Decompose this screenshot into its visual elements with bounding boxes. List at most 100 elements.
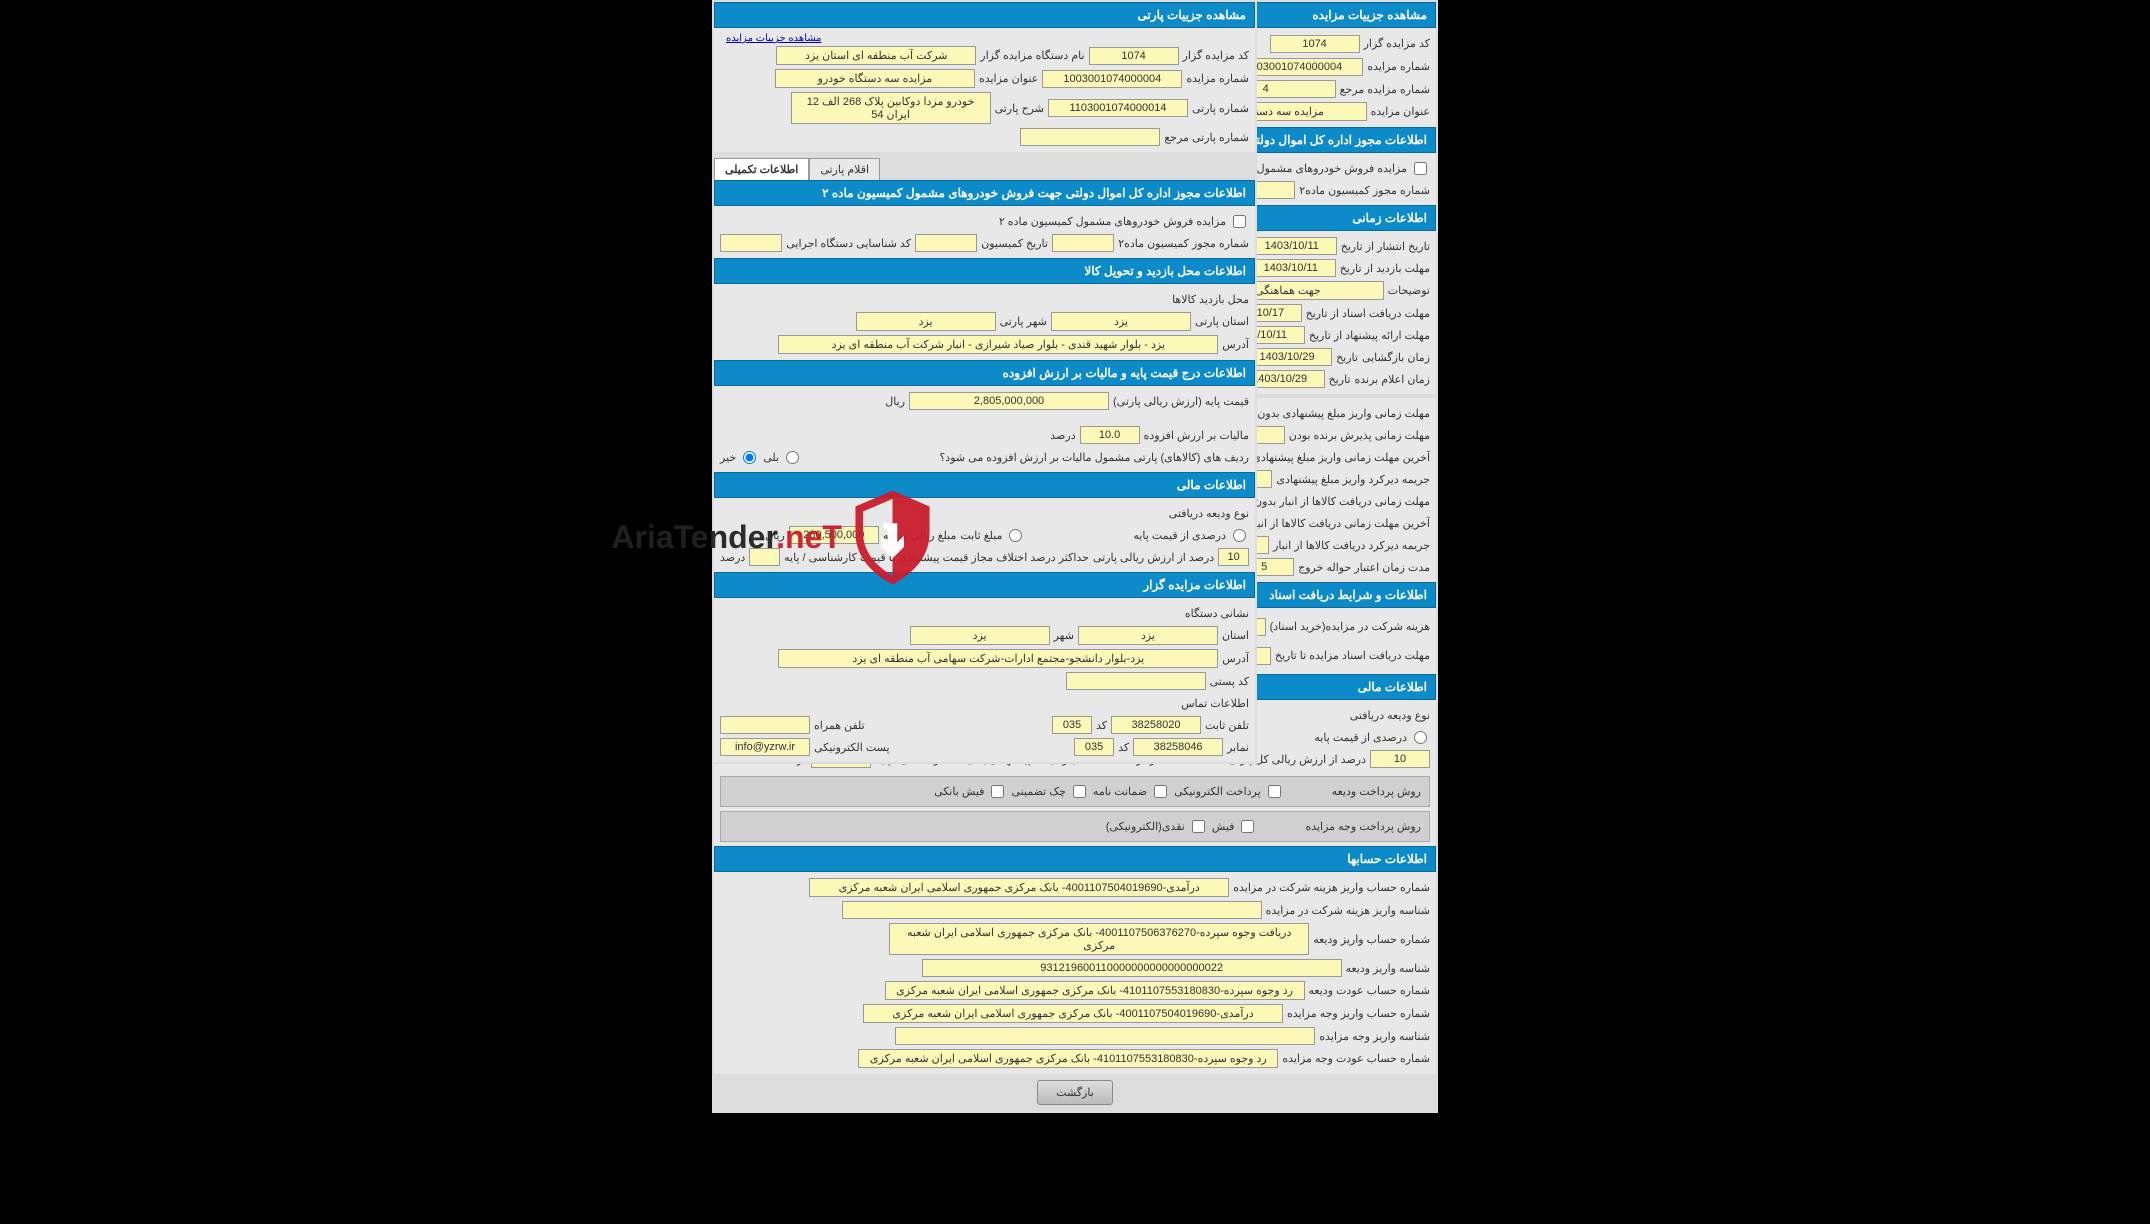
- auction-no-label: شماره مزایده: [1367, 60, 1430, 73]
- acc5-field[interactable]: رد وجوه سپرده-4101107553180830- بانک مرک…: [885, 981, 1305, 1000]
- cash-label: فیش: [1212, 820, 1235, 833]
- epay-checkbox[interactable]: [1268, 785, 1281, 798]
- pdesc-field[interactable]: خودرو مزدا دوکابین پلاک 268 الف 12 ایران…: [791, 92, 991, 124]
- auction-pay-label: روش پرداخت وجه مزایده: [1305, 820, 1421, 833]
- guarantee-checkbox[interactable]: [1154, 785, 1167, 798]
- no-label: خیر: [720, 451, 736, 464]
- dep-amount-label: مبلغ ریالی ودیعه: [883, 529, 957, 542]
- notes-label: توضیحات: [1388, 284, 1430, 297]
- section-header-auctioneer-info: اطلاعات مزایده گزار: [714, 572, 1255, 598]
- auctioneer-code-label: کد مزایده گزار: [1364, 37, 1430, 50]
- exec2-field[interactable]: [720, 234, 782, 252]
- phone-field[interactable]: 38258020: [1111, 716, 1201, 734]
- addr2-field[interactable]: یزد-بلوار دانشجو-مجتمع ادارات-شرکت سهامی…: [778, 649, 1218, 668]
- pct-base-radio[interactable]: [1414, 731, 1427, 744]
- pct-party-label: درصد از ارزش ریالی پارتی: [1093, 551, 1214, 564]
- code-label-2: کد: [1118, 741, 1129, 754]
- epay-label: پرداخت الکترونیکی: [1174, 785, 1261, 798]
- base-price-field[interactable]: 2,805,000,000: [909, 392, 1109, 410]
- license2-field[interactable]: [1052, 234, 1114, 252]
- vat-label: مالیات بر ارزش افزوده: [1144, 429, 1249, 442]
- pct-base2-label: درصدی از قیمت پایه: [1133, 529, 1226, 542]
- back-button[interactable]: بازگشت: [1037, 1080, 1113, 1105]
- province2-field[interactable]: یزد: [1078, 626, 1218, 645]
- gcode-label: کد مزایده گزار: [1183, 49, 1249, 62]
- fixed2-label: مبلغ ثابت: [960, 529, 1002, 542]
- pct-base-label: درصدی از قیمت پایه: [1314, 731, 1407, 744]
- email-field[interactable]: info@yzrw.ir: [720, 738, 810, 756]
- pref-field[interactable]: [1020, 128, 1160, 146]
- vat-no-radio[interactable]: [743, 451, 756, 464]
- section-header-accounts: اطلاعات حسابها: [714, 846, 1436, 872]
- section-header-license-2: اطلاعات مجوز اداره کل اموال دولتی جهت فر…: [714, 180, 1255, 206]
- dep-amount-field[interactable]: 280,500,000: [789, 526, 879, 544]
- license2-label: شماره مجوز کمیسیون ماده۲: [1118, 237, 1249, 250]
- mobile-field[interactable]: [720, 716, 810, 734]
- yes-label: بلی: [763, 451, 779, 464]
- gcode-field[interactable]: 1074: [1089, 47, 1179, 65]
- bank-slip-checkbox[interactable]: [991, 785, 1004, 798]
- ecash-checkbox[interactable]: [1192, 820, 1205, 833]
- city-field[interactable]: یزد: [856, 312, 996, 331]
- fax-field[interactable]: 38258046: [1133, 738, 1223, 756]
- mtitle-field[interactable]: مزایده سه دستگاه خودرو: [775, 69, 975, 88]
- cheque-checkbox[interactable]: [1073, 785, 1086, 798]
- visit-loc-label: محل بازدید کالاها: [1172, 293, 1249, 306]
- tab-extra-info[interactable]: اطلاعات تکمیلی: [714, 158, 809, 180]
- cdate2-label: تاریخ کمیسیون: [981, 237, 1048, 250]
- cdate2-field[interactable]: [915, 234, 977, 252]
- open-label: زمان بازگشایی: [1362, 351, 1430, 364]
- acc8-label: شماره حساب عودت وجه مزایده: [1282, 1052, 1430, 1065]
- doc-deadline-label: مهلت دریافت اسناد مزایده تا تاریخ: [1275, 649, 1430, 662]
- acc2-field[interactable]: [842, 901, 1262, 919]
- postcode-field[interactable]: [1066, 672, 1206, 690]
- bank-slip-label: فیش بانکی: [934, 785, 984, 798]
- code-field-1[interactable]: 035: [1052, 716, 1092, 734]
- acc4-field[interactable]: 931219600110000000000000000022: [922, 959, 1342, 977]
- section-header-party-details: مشاهده جزییات پارتی: [714, 2, 1255, 28]
- fixed2-radio[interactable]: [1009, 529, 1022, 542]
- vat-field[interactable]: 10.0: [1080, 426, 1140, 444]
- acc6-field[interactable]: درآمدی-4001107504019690- بانک مرکزی جمهو…: [863, 1004, 1283, 1023]
- price-vat-body: قیمت پایه (ارزش ریالی پارتی) 2,805,000,0…: [714, 386, 1255, 472]
- pno-field[interactable]: 1103001074000014: [1048, 99, 1188, 117]
- acc8-field[interactable]: رد وجوه سپرده-4101107553180830- بانک مرک…: [858, 1049, 1278, 1068]
- view-auction-link[interactable]: مشاهده جزییات مزایده: [720, 30, 828, 47]
- gname-field[interactable]: شرکت آب منطقه ای استان یزد: [776, 46, 976, 65]
- pct-label: درصد: [1050, 429, 1075, 442]
- visit-from-field[interactable]: 1403/10/11: [1246, 259, 1336, 277]
- acc3-field[interactable]: دریافت وجوه سپرده-4001107506376270- بانک…: [889, 923, 1309, 955]
- province-field[interactable]: یزد: [1051, 312, 1191, 331]
- pct-base2-radio[interactable]: [1233, 529, 1246, 542]
- province-label: استان پارتی: [1195, 315, 1249, 328]
- publish-from-field[interactable]: 1403/10/11: [1247, 237, 1337, 255]
- acc4-label: شناسه واریز ودیعه: [1346, 962, 1430, 975]
- city2-field[interactable]: یزد: [910, 626, 1050, 645]
- mno-field[interactable]: 1003001074000004: [1042, 70, 1182, 88]
- sale-vehicles-checkbox-2[interactable]: [1233, 215, 1246, 228]
- auction-title-label: عنوان مزایده: [1371, 105, 1430, 118]
- late-fine-label: جریمه دیرکرد واریز مبلغ پیشنهادی: [1276, 473, 1430, 486]
- winner-date-label: تاریخ: [1329, 373, 1351, 386]
- vat-q-label: ردیف های (کالاهای) پارتی مشمول مالیات بر…: [939, 451, 1249, 464]
- code-field-2[interactable]: 035: [1074, 738, 1114, 756]
- acc7-field[interactable]: [895, 1027, 1315, 1045]
- gname-label: نام دستگاه مزایده گزار: [980, 49, 1084, 62]
- max-diff2-field[interactable]: [749, 548, 780, 566]
- last-dep-label: آخرین مهلت زمانی واریز مبلغ پیشنهادی: [1252, 451, 1430, 464]
- cash-checkbox[interactable]: [1241, 820, 1254, 833]
- acc5-label: شماره حساب عودت ودیعه: [1309, 984, 1430, 997]
- mtitle-label: عنوان مزایده: [979, 72, 1038, 85]
- pct-party-field[interactable]: 10: [1218, 548, 1249, 566]
- auction-ref-label: شماره مزایده مرجع: [1340, 83, 1430, 96]
- acc1-field[interactable]: درآمدی-4001107504019690- بانک مرکزی جمهو…: [809, 878, 1229, 897]
- section-header-price-vat: اطلاعات درج قیمت پایه و مالیات بر ارزش ا…: [714, 360, 1255, 386]
- rial-label-2: ریال: [885, 395, 905, 408]
- tab-party-items[interactable]: اقلام پارتی: [809, 158, 880, 180]
- auctioneer-code-field[interactable]: 1074: [1270, 35, 1360, 53]
- sale-vehicles-checkbox[interactable]: [1414, 162, 1427, 175]
- addr-field[interactable]: یزد - بلوار شهید قندی - بلوار صیاد شیراز…: [778, 335, 1218, 354]
- vat-yes-radio[interactable]: [786, 451, 799, 464]
- fixed-amount-field[interactable]: 10: [1370, 750, 1430, 768]
- addr2-label: آدرس: [1222, 652, 1249, 665]
